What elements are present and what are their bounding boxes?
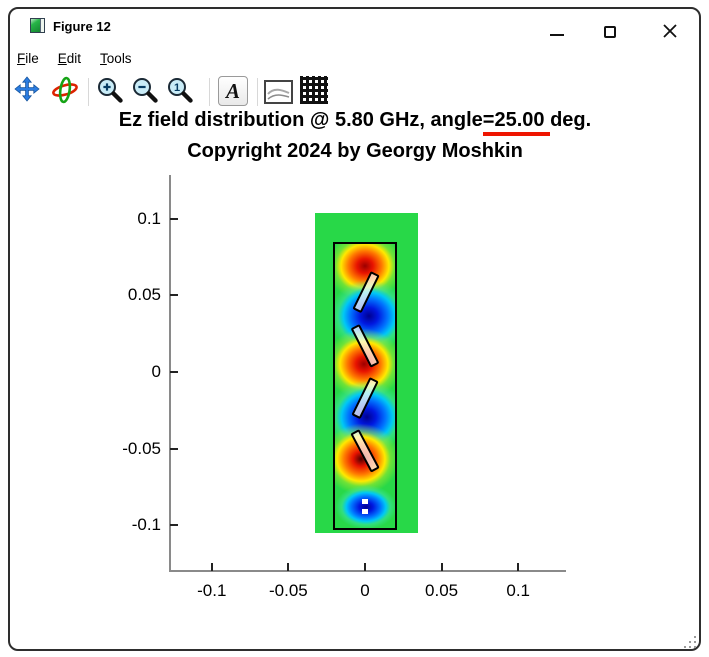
x-tick-label: -0.05 [269, 581, 308, 600]
maximize-button[interactable] [594, 14, 626, 42]
x-tick-label: 0 [360, 581, 370, 600]
menu-item-file[interactable]: File [17, 51, 39, 66]
rotate-3d-button[interactable] [51, 76, 79, 107]
close-icon [663, 24, 677, 38]
x-tick [287, 563, 290, 571]
y-tick [170, 217, 178, 220]
figure-title-prefix: Ez field distribution @ 5.80 GHz, angle [118, 109, 483, 131]
x-tick [364, 563, 366, 571]
zoom-in-button[interactable] [96, 76, 123, 106]
close-button[interactable] [654, 14, 686, 42]
zoom-reset-icon: 1 [168, 78, 193, 103]
x-tick-label: -0.1 [197, 581, 227, 600]
field-lobe-negative [334, 483, 397, 530]
feed-point [362, 509, 368, 515]
text-style-button[interactable]: A [218, 76, 248, 106]
toolbar-separator [257, 78, 258, 106]
rotate-3d-icon [52, 76, 78, 104]
zoom-out-button[interactable] [131, 76, 158, 106]
y-tick-label: 0.1 [137, 208, 161, 228]
x-tick-label: 0.05 [425, 581, 459, 600]
figure-app-icon [30, 18, 45, 33]
antenna-outline [332, 241, 397, 530]
minimize-button[interactable] [541, 14, 573, 42]
grid-toggle-button[interactable] [300, 76, 328, 104]
toolbar-separator [209, 78, 210, 106]
x-tick [210, 563, 213, 571]
zoom-reset-button[interactable]: 1 [166, 76, 193, 106]
pan-button[interactable] [14, 76, 40, 105]
axes-style-button[interactable] [264, 80, 293, 104]
minimize-icon [550, 33, 564, 36]
zoom-out-icon [133, 78, 158, 103]
figure-subtitle: Copyright 2024 by Georgy Moshkin [187, 140, 523, 162]
y-tick [170, 524, 178, 527]
zoom-in-icon [98, 78, 123, 103]
feed-point [362, 499, 368, 505]
resize-grip-icon[interactable] [684, 636, 686, 638]
window-title: Figure 12 [53, 19, 111, 34]
y-tick [170, 447, 178, 450]
letter-a-icon: A [225, 79, 240, 103]
y-tick-label: 0.05 [127, 285, 161, 305]
figure-title-angle-underlined: =25.00 [482, 109, 551, 136]
figure-title: Ez field distribution @ 5.80 GHz, angle=… [10, 109, 700, 136]
maximize-icon [604, 25, 616, 38]
toolbar-separator [88, 78, 89, 106]
y-tick [170, 294, 178, 297]
curves-icon [267, 88, 290, 100]
x-tick-label: 0.1 [506, 581, 530, 600]
y-tick-label: -0.1 [131, 515, 161, 535]
menu-item-tools[interactable]: Tools [100, 51, 132, 66]
menubar: File Edit Tools [17, 51, 132, 69]
menu-item-edit[interactable]: Edit [57, 51, 82, 66]
x-tick [517, 563, 520, 571]
figure-title-suffix: deg. [550, 109, 592, 131]
x-tick [440, 563, 443, 571]
y-axis-spine [169, 175, 171, 572]
y-tick [170, 371, 178, 373]
x-axis-spine [169, 570, 566, 572]
pan-arrows-icon [14, 76, 40, 102]
y-tick-label: -0.05 [122, 438, 161, 458]
svg-text:1: 1 [174, 82, 180, 94]
y-tick-label: 0 [151, 362, 161, 381]
